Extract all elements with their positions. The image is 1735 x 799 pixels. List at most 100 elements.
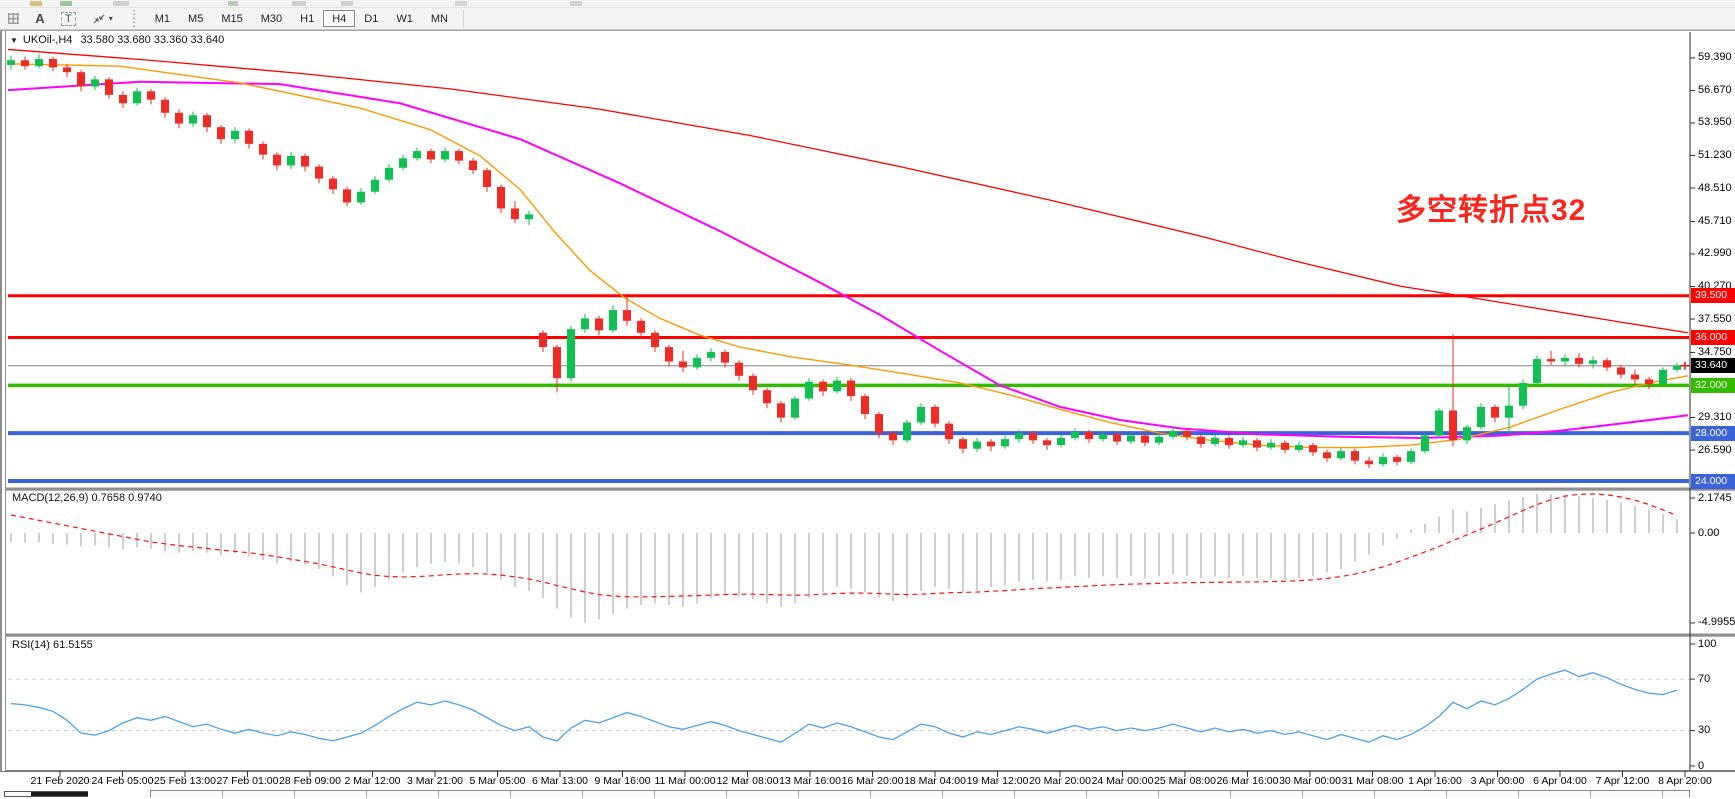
letter-a-icon: A: [35, 11, 45, 26]
candle-body: [1267, 442, 1275, 448]
arrows-tool-button[interactable]: ▾: [85, 9, 120, 28]
timeframe-button-H1[interactable]: H1: [291, 10, 323, 27]
bottom-tab-fragment[interactable]: [4, 791, 88, 797]
candle-body: [35, 59, 43, 67]
timeframe-button-M5[interactable]: M5: [179, 10, 212, 27]
candle-body: [805, 381, 813, 399]
label-tool-button[interactable]: A: [28, 9, 52, 28]
macd-signal-line: [10, 493, 1678, 598]
dropdown-caret-icon: ▾: [108, 14, 113, 23]
candle-body: [1449, 410, 1457, 441]
timeframe-button-M15[interactable]: M15: [212, 10, 251, 27]
candle-body: [483, 170, 491, 187]
candle-body: [1407, 451, 1415, 462]
timeframe-button-D1[interactable]: D1: [355, 10, 387, 27]
candle-body: [525, 214, 533, 220]
candle-body: [259, 143, 267, 155]
candle-body: [889, 433, 897, 441]
candle-body: [301, 155, 309, 167]
candle-body: [1225, 437, 1233, 446]
timeframe-button-M30[interactable]: M30: [252, 10, 291, 27]
candle-body: [1169, 430, 1177, 437]
candle-body: [539, 332, 547, 348]
candle-body: [189, 115, 197, 124]
candle-body: [903, 422, 911, 441]
toolbar-separator: [462, 9, 464, 28]
candle-body: [1281, 442, 1289, 450]
candle-body: [1477, 406, 1485, 428]
candle-body: [959, 439, 967, 449]
candle-body: [1435, 410, 1443, 436]
candle-body: [861, 396, 869, 415]
candle-body: [1645, 379, 1653, 385]
chart-annotation-text: 多空转折点32: [1396, 194, 1587, 227]
candle-body: [161, 99, 169, 113]
toolbar-grip[interactable]: [130, 10, 138, 27]
candle-body: [1029, 433, 1037, 441]
candle-body: [1337, 451, 1345, 459]
candle-body: [343, 189, 351, 203]
candle-body: [1659, 369, 1667, 385]
candle-body: [371, 179, 379, 192]
ohlc-readout: 33.580 33.680 33.360 33.640: [80, 34, 225, 46]
candle-body: [1533, 359, 1541, 383]
candle-body: [245, 130, 253, 144]
cutoff-icon-fragment: [341, 1, 353, 6]
candle-body: [1505, 405, 1513, 418]
candle-body: [1155, 436, 1163, 443]
bottom-tab-fill: [31, 792, 88, 796]
candle-body: [1365, 460, 1373, 465]
chart-canvas[interactable]: [0, 31, 1735, 799]
timeframe-button-MN[interactable]: MN: [422, 10, 457, 27]
cutoff-icon-fragment: [228, 1, 238, 6]
cutoff-icon-fragment: [455, 1, 467, 6]
candle-body: [749, 375, 757, 391]
candle-body: [1561, 357, 1569, 362]
candle-body: [469, 160, 477, 171]
horizontal-scrollbar-fragment[interactable]: [150, 790, 1690, 797]
candle-body: [119, 94, 127, 104]
timeframe-button-H4[interactable]: H4: [323, 10, 356, 27]
candle-body: [777, 403, 785, 418]
text-tool-button[interactable]: T: [54, 9, 83, 28]
toolbar: A T ▾ M1 M5 M15 M30 H1 H4 D1 W1 MN: [0, 8, 1735, 30]
rsi-line: [10, 669, 1678, 743]
candle-body: [791, 398, 799, 418]
grid-icon: [8, 13, 19, 24]
chart-menu-arrow-icon: ▼: [10, 36, 18, 45]
candle-body: [931, 406, 939, 424]
candle-body: [147, 91, 155, 100]
candle-body: [329, 178, 337, 190]
candle-body: [455, 151, 463, 161]
candle-body: [1141, 435, 1149, 443]
diagonal-arrows-icon: [93, 14, 105, 23]
candle-body: [413, 151, 421, 159]
candle-body: [651, 332, 659, 348]
candle-body: [273, 154, 281, 166]
timeframe-button-W1[interactable]: W1: [387, 10, 422, 27]
snap-grid-tool-button[interactable]: [1, 9, 26, 28]
candle-body: [1071, 431, 1079, 438]
candle-body: [399, 158, 407, 168]
candle-body: [1113, 434, 1121, 442]
timeframe-button-M1[interactable]: M1: [146, 10, 179, 27]
panel-separator: [0, 487, 1735, 491]
candle-body: [1323, 452, 1331, 459]
candle-body: [63, 67, 71, 73]
candle-body: [511, 208, 519, 220]
candle-body: [315, 166, 323, 179]
candle-body: [917, 406, 925, 423]
candle-body: [357, 191, 365, 203]
chart-window[interactable]: 59.390 56.670 53.950 51.230 48.510 45.710 42.9…: [0, 30, 1735, 798]
candle-body: [581, 318, 589, 330]
candle-body: [735, 362, 743, 376]
candle-body: [217, 127, 225, 140]
candle-body: [1043, 440, 1051, 446]
candle-body: [441, 151, 449, 160]
candle-body: [637, 320, 645, 333]
candle-body: [847, 380, 855, 397]
candle-body: [973, 441, 981, 449]
candle-body: [1309, 445, 1317, 453]
candle-body: [1421, 435, 1429, 452]
candle-body: [1085, 431, 1093, 440]
